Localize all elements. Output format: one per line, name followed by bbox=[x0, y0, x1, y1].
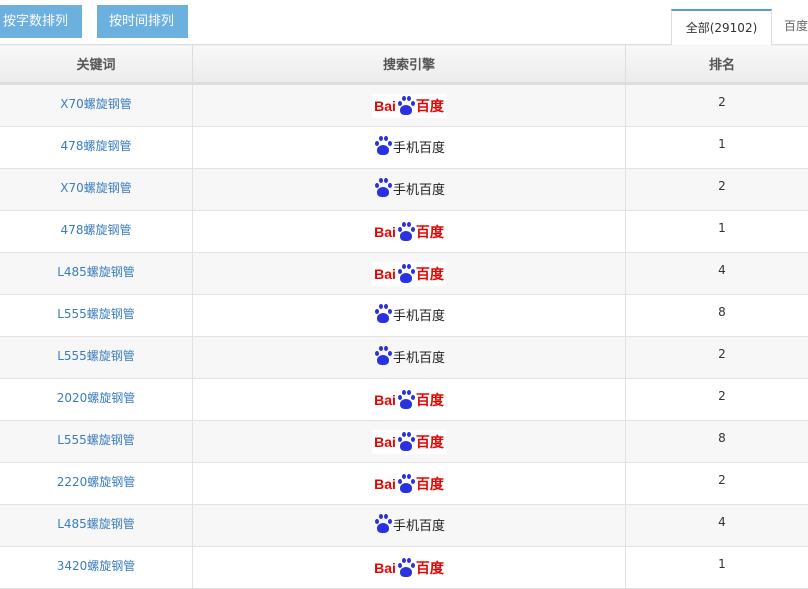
baidu-paw-icon bbox=[397, 558, 415, 578]
search-engine-cell: 手机百度 bbox=[193, 337, 626, 379]
baidu-paw-icon bbox=[374, 514, 392, 534]
tab-all[interactable]: 全部(29102) bbox=[671, 9, 772, 45]
rank-cell: 8 bbox=[626, 295, 808, 337]
keyword-link[interactable]: X70螺旋钢管 bbox=[0, 169, 193, 211]
baidu-paw-icon bbox=[397, 432, 415, 452]
rank-cell: 1 bbox=[626, 211, 808, 253]
baidu-paw-icon bbox=[397, 474, 415, 494]
sort-by-time-button[interactable]: 按时间排列 bbox=[97, 5, 188, 38]
baidu-paw-icon bbox=[374, 346, 392, 366]
rank-cell: 4 bbox=[626, 505, 808, 547]
keyword-link[interactable]: L555螺旋钢管 bbox=[0, 337, 193, 379]
search-engine-cell: 手机百度 bbox=[193, 127, 626, 169]
table-row: L485螺旋钢管 手机百度 4 bbox=[0, 505, 808, 547]
keyword-link[interactable]: 478螺旋钢管 bbox=[0, 127, 193, 169]
table-row: L555螺旋钢管 手机百度 2 bbox=[0, 337, 808, 379]
header-search-engine: 搜索引擎 bbox=[193, 45, 626, 84]
mobile-baidu-logo: 手机百度 bbox=[373, 346, 445, 366]
rank-cell: 2 bbox=[626, 463, 808, 505]
keyword-link[interactable]: L555螺旋钢管 bbox=[0, 421, 193, 463]
keyword-link[interactable]: X70螺旋钢管 bbox=[0, 84, 193, 127]
keyword-link[interactable]: 3420螺旋钢管 bbox=[0, 547, 193, 589]
table-row: L555螺旋钢管 手机百度 8 bbox=[0, 295, 808, 337]
keyword-link[interactable]: 478螺旋钢管 bbox=[0, 211, 193, 253]
baidu-paw-icon bbox=[397, 222, 415, 242]
rank-cell: 2 bbox=[626, 169, 808, 211]
keyword-link[interactable]: 2020螺旋钢管 bbox=[0, 379, 193, 421]
baidu-paw-icon bbox=[374, 136, 392, 156]
search-engine-cell: 手机百度 bbox=[193, 505, 626, 547]
table-row: 478螺旋钢管 手机百度 1 bbox=[0, 127, 808, 169]
rank-cell: 2 bbox=[626, 337, 808, 379]
header-keyword: 关键词 bbox=[0, 45, 193, 84]
search-engine-cell: 手机百度 bbox=[193, 295, 626, 337]
baidu-paw-icon bbox=[374, 304, 392, 324]
baidu-paw-icon bbox=[397, 264, 415, 284]
baidu-paw-icon bbox=[397, 390, 415, 410]
keyword-link[interactable]: L485螺旋钢管 bbox=[0, 505, 193, 547]
mobile-baidu-logo: 手机百度 bbox=[373, 514, 445, 534]
table-row: X70螺旋钢管 手机百度 2 bbox=[0, 169, 808, 211]
keyword-link[interactable]: 2220螺旋钢管 bbox=[0, 463, 193, 505]
sort-by-length-button[interactable]: 按字数排列 bbox=[0, 5, 82, 38]
baidu-paw-icon bbox=[374, 178, 392, 198]
keyword-link[interactable]: L485螺旋钢管 bbox=[0, 253, 193, 295]
search-engine-cell: 手机百度 bbox=[193, 169, 626, 211]
rank-cell: 1 bbox=[626, 127, 808, 169]
tab-baidu[interactable]: 百度 bbox=[784, 9, 808, 45]
rank-cell: 2 bbox=[626, 379, 808, 421]
rank-cell: 8 bbox=[626, 421, 808, 463]
rank-cell: 4 bbox=[626, 253, 808, 295]
mobile-baidu-logo: 手机百度 bbox=[373, 136, 445, 156]
keyword-link[interactable]: L555螺旋钢管 bbox=[0, 295, 193, 337]
baidu-paw-icon bbox=[397, 96, 415, 116]
rank-cell: 2 bbox=[626, 84, 808, 127]
rank-cell: 1 bbox=[626, 547, 808, 589]
mobile-baidu-logo: 手机百度 bbox=[373, 304, 445, 324]
mobile-baidu-logo: 手机百度 bbox=[373, 178, 445, 198]
header-rank: 排名 bbox=[626, 45, 808, 84]
